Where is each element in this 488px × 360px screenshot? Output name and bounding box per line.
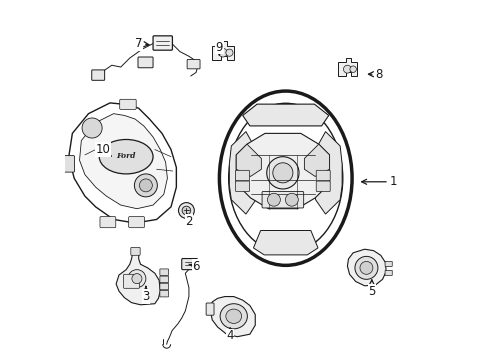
FancyBboxPatch shape — [187, 59, 200, 69]
FancyBboxPatch shape — [131, 247, 140, 255]
Ellipse shape — [220, 304, 247, 329]
Polygon shape — [337, 58, 356, 76]
Text: Ford: Ford — [116, 152, 136, 160]
Ellipse shape — [225, 49, 233, 56]
FancyBboxPatch shape — [160, 283, 168, 290]
Ellipse shape — [128, 270, 145, 288]
FancyBboxPatch shape — [62, 156, 74, 172]
Polygon shape — [229, 132, 259, 214]
FancyBboxPatch shape — [384, 261, 391, 266]
Ellipse shape — [219, 91, 351, 265]
Ellipse shape — [266, 157, 298, 189]
FancyBboxPatch shape — [120, 99, 136, 109]
Ellipse shape — [354, 256, 377, 279]
Ellipse shape — [272, 163, 292, 183]
Text: 3: 3 — [142, 287, 149, 303]
FancyBboxPatch shape — [160, 291, 168, 297]
Text: 10: 10 — [95, 143, 111, 156]
Polygon shape — [242, 104, 328, 126]
Ellipse shape — [267, 193, 280, 206]
FancyBboxPatch shape — [384, 270, 391, 275]
Ellipse shape — [349, 66, 356, 72]
Text: 2: 2 — [185, 213, 192, 228]
Ellipse shape — [285, 193, 298, 206]
Polygon shape — [116, 251, 160, 305]
Ellipse shape — [218, 48, 227, 57]
Ellipse shape — [228, 103, 342, 253]
FancyBboxPatch shape — [153, 36, 172, 50]
Polygon shape — [236, 134, 329, 209]
FancyBboxPatch shape — [100, 217, 116, 228]
Polygon shape — [312, 132, 342, 214]
Text: 5: 5 — [367, 280, 375, 298]
Text: 6: 6 — [189, 260, 200, 273]
Text: 4: 4 — [226, 328, 233, 342]
Ellipse shape — [343, 65, 351, 73]
FancyBboxPatch shape — [160, 276, 168, 283]
FancyBboxPatch shape — [316, 181, 329, 192]
FancyBboxPatch shape — [128, 217, 144, 228]
Polygon shape — [253, 230, 317, 255]
Polygon shape — [210, 297, 255, 337]
Ellipse shape — [182, 206, 190, 215]
Ellipse shape — [132, 274, 142, 284]
FancyBboxPatch shape — [262, 192, 303, 208]
Polygon shape — [212, 41, 233, 60]
FancyBboxPatch shape — [92, 70, 104, 80]
FancyBboxPatch shape — [235, 170, 249, 181]
Text: 1: 1 — [361, 175, 396, 188]
Text: 7: 7 — [135, 37, 149, 50]
FancyBboxPatch shape — [123, 274, 139, 288]
Ellipse shape — [82, 118, 102, 138]
Text: 8: 8 — [367, 68, 382, 81]
FancyBboxPatch shape — [160, 269, 168, 275]
Polygon shape — [80, 114, 167, 209]
FancyBboxPatch shape — [182, 258, 197, 270]
FancyBboxPatch shape — [138, 57, 153, 68]
Ellipse shape — [225, 309, 241, 323]
FancyBboxPatch shape — [316, 170, 329, 181]
Ellipse shape — [178, 203, 194, 219]
Ellipse shape — [99, 139, 153, 174]
Polygon shape — [236, 144, 261, 176]
Ellipse shape — [359, 261, 372, 274]
Ellipse shape — [139, 179, 152, 192]
Text: 9: 9 — [215, 41, 223, 55]
Polygon shape — [346, 249, 386, 286]
Polygon shape — [304, 144, 329, 176]
Ellipse shape — [134, 174, 157, 197]
FancyBboxPatch shape — [235, 181, 249, 192]
FancyBboxPatch shape — [206, 303, 214, 315]
Polygon shape — [69, 103, 176, 223]
